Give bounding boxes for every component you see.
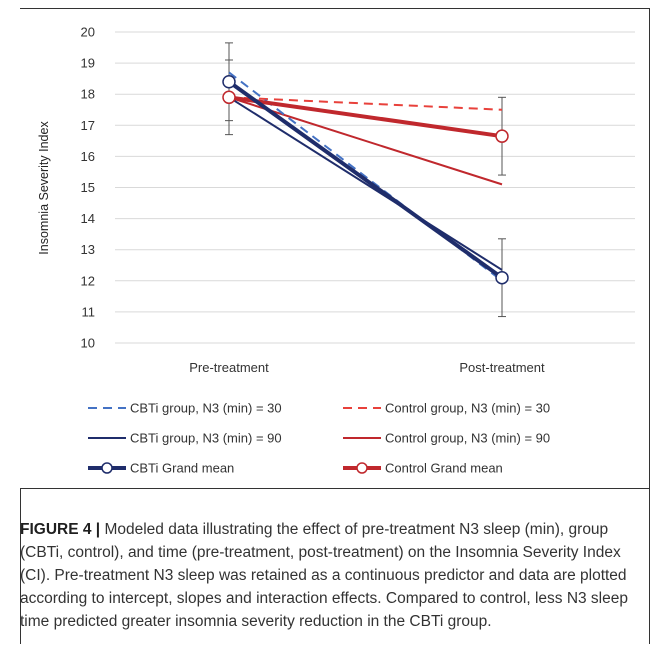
- legend: CBTi group, N3 (min) = 30 Control group, …: [88, 401, 550, 476]
- x-tick-label-1: Post-treatment: [459, 360, 545, 375]
- y-tick-label-13: 13: [81, 242, 95, 257]
- y-tick-label-10: 10: [81, 336, 95, 351]
- x-tick-labels: Pre-treatment Post-treatment: [189, 360, 545, 375]
- y-tick-label-15: 15: [81, 180, 95, 195]
- y-tick-label-17: 17: [81, 118, 95, 133]
- series-markers: [222, 75, 509, 285]
- series-line-4: [227, 80, 504, 280]
- marker-4-0: [222, 75, 236, 89]
- legend-marker-4: [101, 462, 113, 474]
- figure-caption: FIGURE 4 | Modeled data illustrating the…: [20, 518, 650, 633]
- y-tick-label-12: 12: [81, 273, 95, 288]
- y-tick-label-11: 11: [82, 304, 96, 319]
- legend-label-1: Control group, N3 (min) = 30: [385, 401, 550, 416]
- caption-divider: [20, 488, 650, 489]
- y-tick-label-20: 20: [81, 25, 95, 40]
- legend-label-3: Control group, N3 (min) = 90: [385, 431, 550, 446]
- y-tick-label-14: 14: [81, 211, 95, 226]
- marker-4-1: [495, 270, 509, 285]
- series-line-1: [228, 96, 503, 111]
- frame-right-border: [649, 8, 650, 644]
- caption-label: FIGURE 4 |: [20, 521, 101, 538]
- frame-left-border: [20, 488, 21, 644]
- y-axis-label: Insomnia Severity Index: [37, 121, 51, 255]
- marker-5-1: [495, 129, 509, 143]
- caption-text: Modeled data illustrating the effect of …: [20, 521, 628, 630]
- chart: 10 11 12 13 14 15 16 17 18 19 20 Insomnia Severity…: [37, 25, 635, 476]
- series-lines: [227, 71, 504, 282]
- series-line-3: [228, 96, 503, 186]
- series-line-5: [228, 95, 503, 139]
- gridlines: [115, 31, 635, 344]
- legend-label-0: CBTi group, N3 (min) = 30: [130, 401, 282, 416]
- frame-top-border: [20, 8, 650, 9]
- series-line-2: [228, 96, 503, 271]
- marker-5-0: [222, 90, 236, 105]
- y-tick-labels: 10 11 12 13 14 15 16 17 18 19 20: [81, 25, 95, 351]
- legend-label-2: CBTi group, N3 (min) = 90: [130, 431, 282, 446]
- y-tick-label-18: 18: [81, 87, 95, 102]
- y-tick-label-16: 16: [81, 149, 95, 164]
- y-tick-label-19: 19: [81, 56, 95, 71]
- legend-label-5: Control Grand mean: [385, 461, 503, 476]
- legend-label-4: CBTi Grand mean: [130, 461, 234, 476]
- legend-marker-5: [356, 462, 368, 474]
- x-tick-label-0: Pre-treatment: [189, 360, 269, 375]
